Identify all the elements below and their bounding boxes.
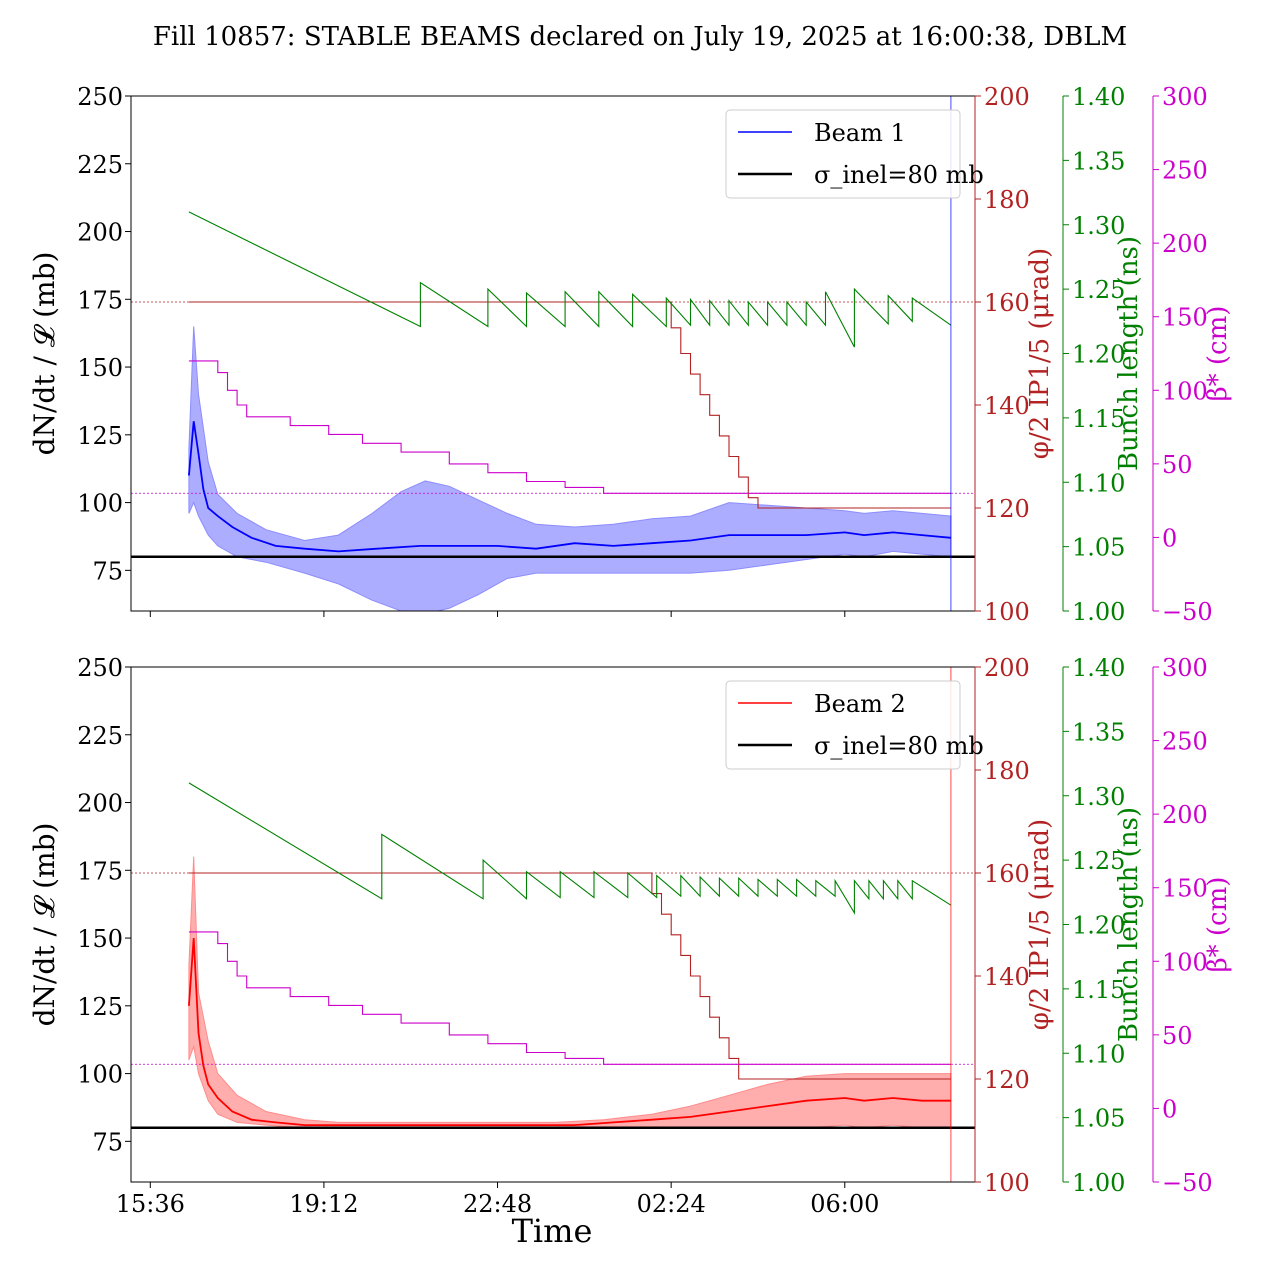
axis-label-xing: φ/2 IP1/5 (μrad) — [1025, 248, 1055, 459]
axis-tick-label-xing: 100 — [984, 1169, 1030, 1197]
plot-data — [131, 667, 975, 1182]
axis-tick-label-bl: 1.40 — [1072, 83, 1125, 111]
axis-tick-label-beta: −50 — [1162, 1169, 1213, 1197]
axis-tick-label-xing: 140 — [984, 963, 1030, 991]
axis-tick-label-beta: 150 — [1162, 304, 1208, 332]
series-line-beam-2 — [188, 938, 951, 1126]
left-axis-tick-label: 175 — [77, 857, 123, 885]
axis-tick-label-beta: 150 — [1162, 875, 1208, 903]
series-line-bl — [188, 211, 952, 348]
axis-tick-label-beta: 50 — [1162, 451, 1193, 479]
legend-label: Beam 2 — [814, 690, 906, 718]
legend-label: Beam 1 — [814, 119, 906, 147]
axis-tick-label-xing: 180 — [984, 757, 1030, 785]
left-axis-tick-label: 150 — [77, 354, 123, 382]
axis-label-beta: β* (cm) — [1203, 306, 1233, 402]
x-axis-tick-label: 19:12 — [289, 1190, 358, 1218]
x-axis-tick-label: 22:48 — [463, 1190, 532, 1218]
axis-tick-label-bl: 1.35 — [1072, 718, 1125, 746]
axis-tick-label-beta: 200 — [1162, 230, 1208, 258]
left-axis-tick-label: 250 — [77, 654, 123, 682]
panel-top: 75 100 125 150 175 200 225 250 dN/dt / 𝓛 (mb) 100… — [28, 83, 1233, 626]
axis-tick-label-bl: 1.05 — [1072, 534, 1125, 562]
axis-tick-label-bl: 1.40 — [1072, 654, 1125, 682]
axis-tick-label-bl: 1.10 — [1072, 469, 1125, 497]
axis-tick-label-beta: 300 — [1162, 654, 1208, 682]
axis-tick-label-bl: 1.15 — [1072, 405, 1125, 433]
left-axis-tick-label: 200 — [77, 219, 123, 247]
axis-tick-label-bl: 1.25 — [1072, 276, 1125, 304]
left-axis-tick-label: 150 — [77, 925, 123, 953]
left-axis-label: dN/dt / 𝓛 (mb) — [28, 823, 61, 1027]
series-line-xing — [188, 301, 951, 509]
x-axis-tick-label: 06:00 — [810, 1190, 879, 1218]
left-axis-tick-label: 225 — [77, 151, 123, 179]
axis-label-bl: Bunch length (ns) — [1114, 236, 1144, 471]
axis-tick-label-bl: 1.10 — [1072, 1040, 1125, 1068]
axis-tick-label-beta: 300 — [1162, 83, 1208, 111]
axis-tick-label-beta: 100 — [1162, 377, 1208, 405]
axis-tick-label-beta: 250 — [1162, 728, 1208, 756]
left-axis-tick-label: 125 — [77, 993, 123, 1021]
axis-tick-label-beta: 0 — [1162, 1095, 1177, 1123]
left-axis-tick-label: 100 — [77, 490, 123, 518]
left-axis-tick-label: 75 — [92, 1128, 123, 1156]
axis-tick-label-xing: 180 — [984, 186, 1030, 214]
left-axis-label: dN/dt / 𝓛 (mb) — [28, 252, 61, 456]
axis-tick-label-xing: 160 — [984, 289, 1030, 317]
plot-data — [131, 96, 975, 611]
series-line-beta — [188, 360, 951, 494]
axis-tick-label-xing: 200 — [984, 83, 1030, 111]
left-axis-tick-label: 75 — [92, 557, 123, 585]
axis-tick-label-xing: 100 — [984, 598, 1030, 626]
series-line-beta — [188, 931, 951, 1065]
axis-tick-label-bl: 1.25 — [1072, 847, 1125, 875]
left-axis-tick-label: 125 — [77, 422, 123, 450]
figure-title: Fill 10857: STABLE BEAMS declared on Jul… — [153, 22, 1127, 52]
axis-tick-label-bl: 1.20 — [1072, 341, 1125, 369]
axis-tick-label-beta: 250 — [1162, 157, 1208, 185]
axis-tick-label-beta: 50 — [1162, 1022, 1193, 1050]
axis-tick-label-xing: 140 — [984, 392, 1030, 420]
left-axis-tick-label: 200 — [77, 790, 123, 818]
axis-tick-label-bl: 1.00 — [1072, 598, 1125, 626]
axis-tick-label-xing: 120 — [984, 1066, 1030, 1094]
axis-tick-label-bl: 1.30 — [1072, 783, 1125, 811]
axis-label-xing: φ/2 IP1/5 (μrad) — [1025, 819, 1055, 1030]
x-axis-label: Time — [512, 1212, 593, 1250]
axis-tick-label-bl: 1.00 — [1072, 1169, 1125, 1197]
axis-label-bl: Bunch length (ns) — [1114, 807, 1144, 1042]
x-axis-tick-label: 02:24 — [637, 1190, 706, 1218]
axis-tick-label-beta: 200 — [1162, 801, 1208, 829]
axis-tick-label-xing: 160 — [984, 860, 1030, 888]
left-axis-tick-label: 100 — [77, 1061, 123, 1089]
left-axis-tick-label: 250 — [77, 83, 123, 111]
axis-tick-label-beta: −50 — [1162, 598, 1213, 626]
legend: Beam 2 σ_inel=80 mb — [725, 680, 984, 770]
series-line-beam-1 — [188, 421, 951, 553]
axis-tick-label-beta: 0 — [1162, 524, 1177, 552]
legend: Beam 1 σ_inel=80 mb — [725, 109, 984, 199]
axis-tick-label-bl: 1.35 — [1072, 147, 1125, 175]
axis-tick-label-xing: 200 — [984, 654, 1030, 682]
left-axis-tick-label: 175 — [77, 286, 123, 314]
series-line-xing — [188, 872, 951, 1080]
axis-tick-label-xing: 120 — [984, 495, 1030, 523]
axis-tick-label-beta: 100 — [1162, 948, 1208, 976]
panel-bottom: 75 100 125 150 175 200 225 250 dN/dt / 𝓛 (mb) 100… — [28, 654, 1233, 1218]
legend-label: σ_inel=80 mb — [814, 161, 984, 189]
axis-tick-label-bl: 1.15 — [1072, 976, 1125, 1004]
axis-tick-label-bl: 1.20 — [1072, 912, 1125, 940]
axis-tick-label-bl: 1.30 — [1072, 212, 1125, 240]
axis-tick-label-bl: 1.05 — [1072, 1105, 1125, 1133]
left-axis-tick-label: 225 — [77, 722, 123, 750]
x-axis-tick-label: 15:36 — [116, 1190, 185, 1218]
series-line-bl — [188, 782, 952, 915]
axis-label-beta: β* (cm) — [1203, 877, 1233, 973]
legend-label: σ_inel=80 mb — [814, 732, 984, 760]
